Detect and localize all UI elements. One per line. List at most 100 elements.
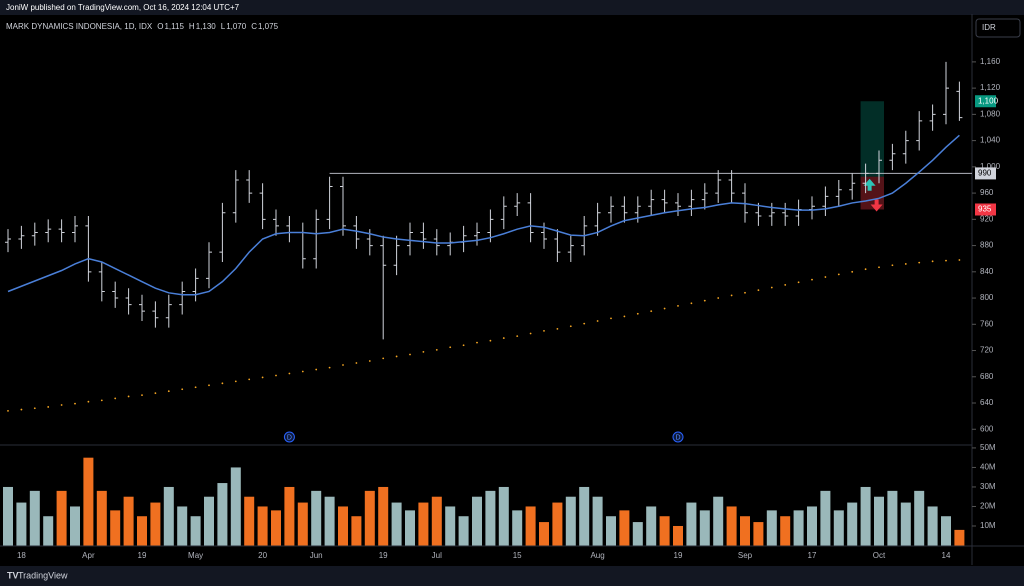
ma-long-dot	[167, 390, 170, 393]
ma-long-dot	[261, 376, 264, 379]
ma-long-dot	[47, 406, 50, 408]
y-tick-label: 1,040	[980, 136, 1001, 145]
ohlc-bar	[407, 222, 413, 256]
ma-long-dot	[784, 284, 787, 286]
ohlc-bar	[165, 294, 172, 328]
ohlc-bar	[956, 81, 963, 121]
volume-bar	[766, 510, 777, 546]
volume-bar	[941, 516, 951, 546]
y-tick-label: 600	[980, 424, 994, 433]
ohlc-bar	[72, 216, 78, 243]
ma-long-dot	[918, 261, 921, 264]
ma-long-dot	[824, 276, 827, 278]
volume-bar	[297, 502, 308, 546]
ohlc-bar	[353, 216, 360, 249]
ma-long-dot	[891, 264, 894, 267]
x-tick-label: 20	[258, 551, 267, 560]
ohlc-bar	[219, 202, 226, 262]
x-tick-label: 18	[17, 551, 26, 560]
x-tick-label: Jul	[432, 551, 442, 560]
volume-bar	[3, 486, 13, 546]
volume-bar	[592, 496, 603, 546]
volume-bar	[807, 506, 817, 546]
x-tick-label: 17	[808, 551, 817, 560]
y-tick-label: 720	[980, 346, 994, 355]
legend-value: 1,130	[196, 22, 217, 31]
ohlc-bar	[246, 170, 253, 203]
ma-long-dot	[489, 339, 492, 342]
ma-long-dot	[811, 278, 813, 281]
ohlc-bar	[701, 183, 708, 210]
volume-bar	[632, 522, 643, 546]
volume-bar	[16, 502, 27, 546]
ohlc-bar	[876, 150, 882, 184]
volume-bar	[204, 496, 214, 546]
ma-long-dot	[945, 259, 947, 262]
currency-button[interactable]	[975, 18, 1021, 38]
ma-long-dot	[435, 348, 438, 351]
ma-long-dot	[677, 305, 679, 307]
x-tick-label: 19	[379, 551, 388, 560]
ohlc-bar	[125, 288, 132, 315]
volume-bar	[70, 506, 80, 546]
brand-logo: TV	[7, 570, 19, 580]
ohlc-bar	[5, 229, 11, 253]
ma-long-dot	[449, 346, 452, 349]
volume-bar	[659, 516, 670, 546]
legend-key: C	[251, 22, 257, 31]
currency[interactable]: IDR	[982, 23, 996, 32]
volume-bar	[177, 506, 188, 546]
ohlc-bar	[152, 301, 159, 328]
ohlc-bar	[31, 222, 38, 246]
y-tick-label: 800	[980, 293, 994, 302]
ma-long-dot	[395, 355, 398, 358]
ohlc-bar	[916, 111, 923, 151]
ma-long-dot	[422, 350, 425, 353]
y-tick-label: 680	[980, 372, 994, 381]
y2-tick-label: 30M	[980, 482, 996, 491]
volume-bar	[445, 506, 456, 546]
ohlc-bar	[474, 222, 480, 246]
legend-value: 1,115	[164, 22, 184, 31]
volume-bar	[780, 516, 791, 546]
volume-bar	[324, 496, 335, 546]
ohlc-bar	[594, 202, 601, 236]
volume-bar	[418, 502, 429, 546]
volume-bar	[753, 522, 764, 546]
ohlc-bar	[380, 235, 387, 340]
target-badge	[975, 95, 996, 108]
brand: TradingView	[18, 570, 68, 580]
y-tick-label: 1,080	[980, 109, 1001, 118]
legend-key: H	[189, 22, 195, 31]
stop-label: 935	[978, 205, 992, 214]
volume-bar	[874, 496, 884, 546]
volume-bar	[498, 486, 509, 546]
ohlc-bar	[326, 176, 333, 230]
ma-long-dot	[100, 399, 103, 402]
volume-bar	[606, 516, 616, 546]
volume-bar	[793, 510, 804, 546]
volume-bar	[96, 490, 107, 546]
stop-badge	[975, 203, 996, 216]
ma-long-dot	[355, 362, 358, 364]
ma-long-dot	[181, 388, 184, 391]
ohlc-bar	[889, 143, 896, 171]
ohlc-bar	[902, 130, 909, 164]
volume-bar	[860, 486, 871, 546]
ma-long-dot	[328, 366, 331, 369]
ma-long-dot	[543, 329, 545, 332]
ohlc-bar	[943, 61, 949, 125]
volume-bar	[150, 502, 161, 546]
ohlc-bar	[487, 209, 494, 243]
volume-bar	[525, 506, 536, 546]
ma-long-dot	[476, 341, 478, 344]
ma-long-dot	[301, 370, 304, 373]
ohlc-bar	[621, 196, 628, 223]
volume-bar	[699, 510, 710, 546]
volume-bar	[271, 510, 281, 546]
x-tick-label: May	[188, 551, 203, 560]
ma-long-dot	[221, 382, 224, 385]
volume-bar	[673, 525, 683, 546]
footer-bar	[0, 566, 1024, 586]
